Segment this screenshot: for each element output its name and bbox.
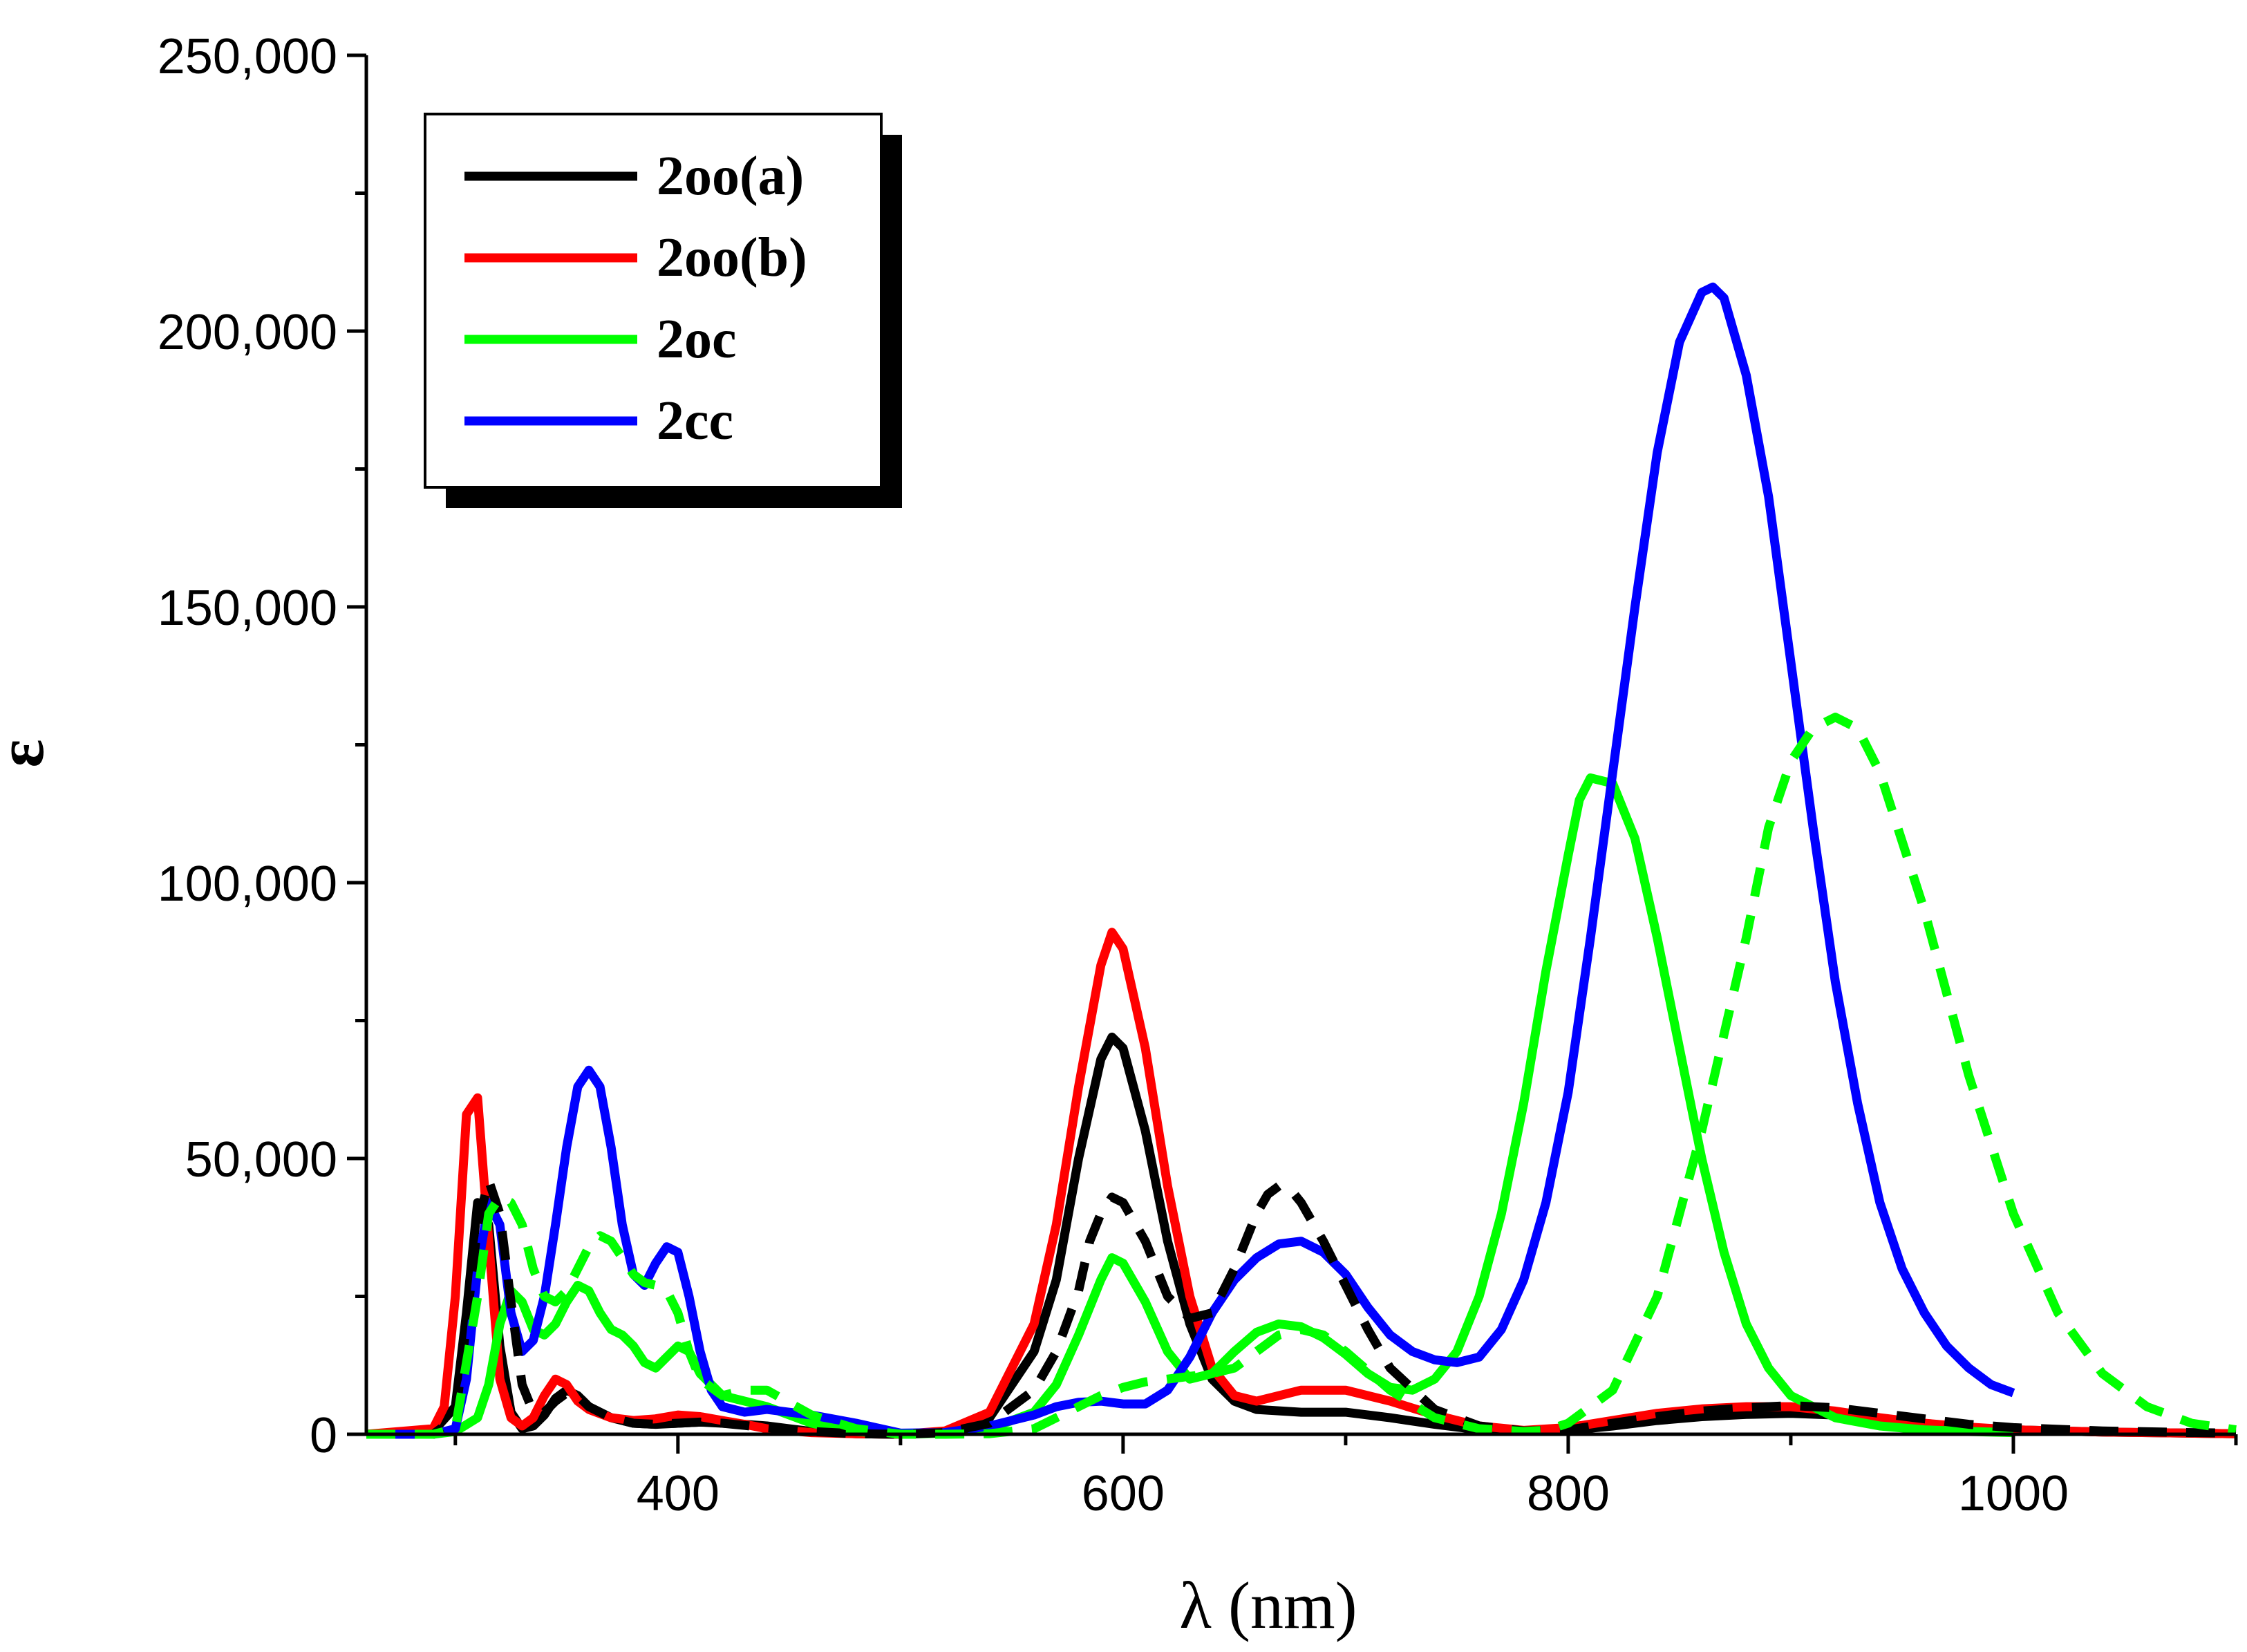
series-line-2oo-a- — [366, 1032, 2237, 1439]
y-tick-label: 150,000 — [158, 581, 337, 636]
legend-box — [424, 113, 883, 489]
x-tick-label: 400 — [637, 1466, 720, 1521]
x-tick-label: 800 — [1527, 1466, 1610, 1521]
y-tick-label: 50,000 — [185, 1132, 337, 1188]
axes-layer: 0 50,000 100,000 150,000 200,000 250,000 400 60… — [158, 29, 2238, 1521]
legend-label: 2oo(a) — [657, 146, 804, 207]
series-line-2oo-a-dashed — [366, 1176, 2237, 1439]
legend-label: 2oo(b) — [657, 227, 807, 288]
legend-items: 2oo(a) 2oo(b) 2oc 2cc — [464, 146, 807, 451]
series-line-2cc — [366, 282, 2015, 1439]
y-tick-label: 0 — [310, 1408, 337, 1463]
x-tick-label: 1000 — [1958, 1466, 2069, 1521]
y-tick-label: 250,000 — [158, 29, 337, 84]
legend-label: 2oc — [657, 309, 737, 370]
series-line-2oo-b- — [366, 928, 2237, 1439]
x-axis-title: λ (nm) — [1179, 1568, 1357, 1642]
series-line-2oc — [366, 773, 2014, 1439]
legend-label: 2cc — [657, 391, 733, 451]
series-line-2oc-dashed — [366, 713, 2237, 1439]
x-tick-label: 600 — [1082, 1466, 1165, 1521]
series-layer — [366, 282, 2237, 1439]
legend: 2oo(a) 2oo(b) 2oc 2cc — [424, 113, 902, 508]
y-axis-title: ε — [0, 739, 57, 767]
y-tick-label: 200,000 — [158, 305, 337, 360]
y-tick-label: 100,000 — [158, 856, 337, 912]
